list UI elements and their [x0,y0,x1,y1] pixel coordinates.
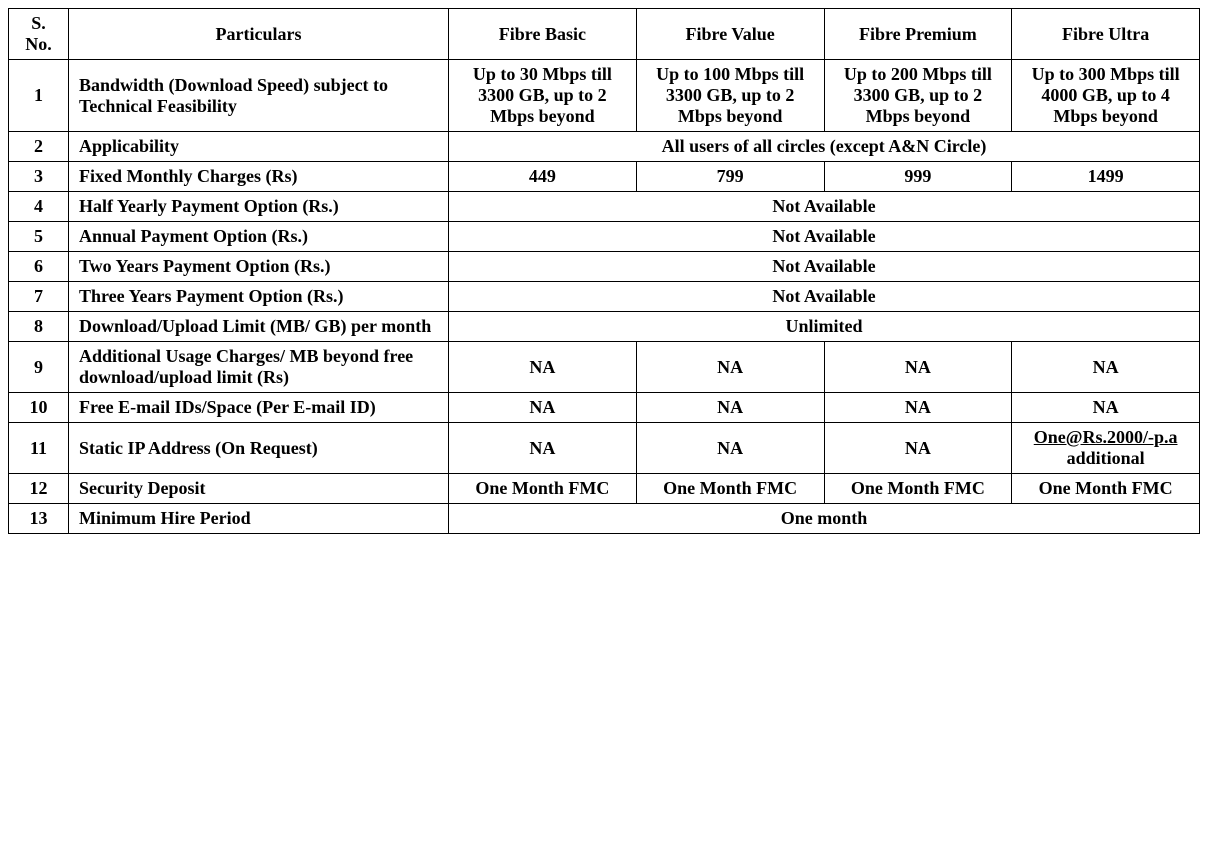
cell-sno: 8 [9,312,69,342]
table-row: 13 Minimum Hire Period One month [9,504,1200,534]
cell-spanned: Not Available [449,252,1200,282]
table-row: 6 Two Years Payment Option (Rs.) Not Ava… [9,252,1200,282]
cell-particulars: Static IP Address (On Request) [69,423,449,474]
cell-particulars: Minimum Hire Period [69,504,449,534]
cell-plan-ultra-static-ip: One@Rs.2000/-p.a additional [1012,423,1200,474]
header-sno: S. No. [9,9,69,60]
cell-particulars: Fixed Monthly Charges (Rs) [69,162,449,192]
table-body: 1 Bandwidth (Download Speed) subject to … [9,60,1200,534]
cell-plan-value: NA [636,423,824,474]
table-header-row: S. No. Particulars Fibre Basic Fibre Val… [9,9,1200,60]
cell-spanned: Not Available [449,222,1200,252]
header-plan-premium: Fibre Premium [824,9,1012,60]
cell-particulars: Two Years Payment Option (Rs.) [69,252,449,282]
cell-particulars: Additional Usage Charges/ MB beyond free… [69,342,449,393]
cell-plan-basic: Up to 30 Mbps till 3300 GB, up to 2 Mbps… [449,60,637,132]
cell-particulars: Download/Upload Limit (MB/ GB) per month [69,312,449,342]
cell-particulars: Three Years Payment Option (Rs.) [69,282,449,312]
table-row: 12 Security Deposit One Month FMC One Mo… [9,474,1200,504]
cell-plan-basic: NA [449,423,637,474]
table-row: 2 Applicability All users of all circles… [9,132,1200,162]
cell-particulars: Security Deposit [69,474,449,504]
cell-sno: 3 [9,162,69,192]
cell-plan-premium: 999 [824,162,1012,192]
cell-sno: 13 [9,504,69,534]
cell-sno: 11 [9,423,69,474]
cell-sno: 9 [9,342,69,393]
table-row: 7 Three Years Payment Option (Rs.) Not A… [9,282,1200,312]
table-row: 3 Fixed Monthly Charges (Rs) 449 799 999… [9,162,1200,192]
table-row: 4 Half Yearly Payment Option (Rs.) Not A… [9,192,1200,222]
cell-spanned: All users of all circles (except A&N Cir… [449,132,1200,162]
cell-particulars: Bandwidth (Download Speed) subject to Te… [69,60,449,132]
header-plan-value: Fibre Value [636,9,824,60]
table-row: 8 Download/Upload Limit (MB/ GB) per mon… [9,312,1200,342]
cell-particulars: Annual Payment Option (Rs.) [69,222,449,252]
table-row: 9 Additional Usage Charges/ MB beyond fr… [9,342,1200,393]
cell-spanned: Unlimited [449,312,1200,342]
cell-plan-premium: NA [824,393,1012,423]
cell-plan-basic: One Month FMC [449,474,637,504]
fibre-plans-table: S. No. Particulars Fibre Basic Fibre Val… [8,8,1200,534]
cell-plan-value: NA [636,393,824,423]
header-particulars: Particulars [69,9,449,60]
table-row: 10 Free E-mail IDs/Space (Per E-mail ID)… [9,393,1200,423]
static-ip-underlined: One@Rs.2000/-p.a [1034,427,1178,447]
cell-particulars: Applicability [69,132,449,162]
cell-sno: 6 [9,252,69,282]
static-ip-suffix: additional [1067,448,1145,468]
cell-sno: 1 [9,60,69,132]
cell-sno: 5 [9,222,69,252]
cell-plan-ultra: Up to 300 Mbps till 4000 GB, up to 4 Mbp… [1012,60,1200,132]
cell-plan-ultra: NA [1012,393,1200,423]
cell-plan-ultra: One Month FMC [1012,474,1200,504]
cell-spanned: Not Available [449,282,1200,312]
cell-plan-basic: NA [449,393,637,423]
cell-plan-premium: One Month FMC [824,474,1012,504]
cell-plan-premium: NA [824,423,1012,474]
cell-plan-basic: 449 [449,162,637,192]
cell-plan-value: One Month FMC [636,474,824,504]
cell-plan-premium: Up to 200 Mbps till 3300 GB, up to 2 Mbp… [824,60,1012,132]
cell-sno: 7 [9,282,69,312]
table-row: 11 Static IP Address (On Request) NA NA … [9,423,1200,474]
cell-plan-value: NA [636,342,824,393]
cell-spanned: Not Available [449,192,1200,222]
cell-plan-value: 799 [636,162,824,192]
cell-sno: 4 [9,192,69,222]
cell-particulars: Free E-mail IDs/Space (Per E-mail ID) [69,393,449,423]
header-plan-basic: Fibre Basic [449,9,637,60]
cell-plan-ultra: NA [1012,342,1200,393]
cell-plan-premium: NA [824,342,1012,393]
cell-spanned: One month [449,504,1200,534]
cell-plan-basic: NA [449,342,637,393]
cell-particulars: Half Yearly Payment Option (Rs.) [69,192,449,222]
cell-plan-value: Up to 100 Mbps till 3300 GB, up to 2 Mbp… [636,60,824,132]
cell-sno: 12 [9,474,69,504]
cell-sno: 2 [9,132,69,162]
cell-plan-ultra: 1499 [1012,162,1200,192]
header-plan-ultra: Fibre Ultra [1012,9,1200,60]
table-row: 1 Bandwidth (Download Speed) subject to … [9,60,1200,132]
cell-sno: 10 [9,393,69,423]
table-row: 5 Annual Payment Option (Rs.) Not Availa… [9,222,1200,252]
